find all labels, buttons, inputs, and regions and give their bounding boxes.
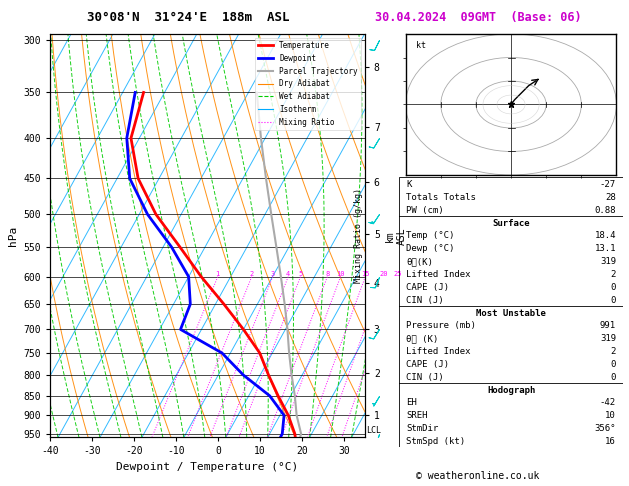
Text: 2: 2	[250, 271, 254, 277]
Text: © weatheronline.co.uk: © weatheronline.co.uk	[416, 471, 540, 481]
Text: -27: -27	[600, 180, 616, 189]
Text: 991: 991	[600, 321, 616, 330]
Text: StmSpd (kt): StmSpd (kt)	[406, 437, 465, 446]
Text: 5: 5	[298, 271, 303, 277]
Text: 4: 4	[286, 271, 291, 277]
Text: 25: 25	[394, 271, 402, 277]
Text: kt: kt	[416, 41, 426, 50]
Text: 0: 0	[611, 283, 616, 292]
Text: 1: 1	[216, 271, 220, 277]
Text: 0: 0	[611, 295, 616, 305]
Text: 28: 28	[605, 193, 616, 202]
Y-axis label: hPa: hPa	[8, 226, 18, 246]
Text: EH: EH	[406, 399, 417, 407]
Text: Totals Totals: Totals Totals	[406, 193, 476, 202]
Text: K: K	[406, 180, 411, 189]
Text: CAPE (J): CAPE (J)	[406, 360, 449, 369]
Text: LCL: LCL	[366, 426, 381, 434]
Text: CIN (J): CIN (J)	[406, 373, 443, 382]
Text: 18.4: 18.4	[594, 231, 616, 241]
Text: Lifted Index: Lifted Index	[406, 347, 470, 356]
Text: Temp (°C): Temp (°C)	[406, 231, 455, 241]
Text: StmDir: StmDir	[406, 424, 438, 433]
Text: 0: 0	[611, 360, 616, 369]
Text: PW (cm): PW (cm)	[406, 206, 443, 215]
Text: Mixing Ratio (g/kg): Mixing Ratio (g/kg)	[354, 188, 363, 283]
Text: 0.88: 0.88	[594, 206, 616, 215]
Text: 13.1: 13.1	[594, 244, 616, 253]
Text: 20: 20	[379, 271, 387, 277]
Text: 30°08'N  31°24'E  188m  ASL: 30°08'N 31°24'E 188m ASL	[87, 11, 290, 23]
Text: 30.04.2024  09GMT  (Base: 06): 30.04.2024 09GMT (Base: 06)	[375, 11, 581, 23]
Text: 15: 15	[361, 271, 369, 277]
Legend: Temperature, Dewpoint, Parcel Trajectory, Dry Adiabat, Wet Adiabat, Isotherm, Mi: Temperature, Dewpoint, Parcel Trajectory…	[255, 38, 361, 130]
Text: 319: 319	[600, 334, 616, 343]
Text: 16: 16	[605, 437, 616, 446]
Text: 356°: 356°	[594, 424, 616, 433]
Text: -42: -42	[600, 399, 616, 407]
Text: Surface: Surface	[493, 219, 530, 227]
Text: Hodograph: Hodograph	[487, 385, 535, 395]
Text: CIN (J): CIN (J)	[406, 295, 443, 305]
Text: 8: 8	[325, 271, 330, 277]
Text: 3: 3	[270, 271, 275, 277]
Text: Dewp (°C): Dewp (°C)	[406, 244, 455, 253]
Text: 2: 2	[611, 270, 616, 279]
Text: Lifted Index: Lifted Index	[406, 270, 470, 279]
X-axis label: Dewpoint / Temperature (°C): Dewpoint / Temperature (°C)	[116, 462, 299, 472]
Text: 0: 0	[611, 373, 616, 382]
Text: Most Unstable: Most Unstable	[476, 309, 546, 317]
Text: 10: 10	[605, 411, 616, 420]
Text: Pressure (mb): Pressure (mb)	[406, 321, 476, 330]
Text: 2: 2	[611, 347, 616, 356]
Text: θᴄ(K): θᴄ(K)	[406, 257, 433, 266]
Text: 10: 10	[337, 271, 345, 277]
Text: θᴄ (K): θᴄ (K)	[406, 334, 438, 343]
Text: 319: 319	[600, 257, 616, 266]
Y-axis label: km
ASL: km ASL	[386, 227, 407, 244]
Text: SREH: SREH	[406, 411, 428, 420]
Text: CAPE (J): CAPE (J)	[406, 283, 449, 292]
